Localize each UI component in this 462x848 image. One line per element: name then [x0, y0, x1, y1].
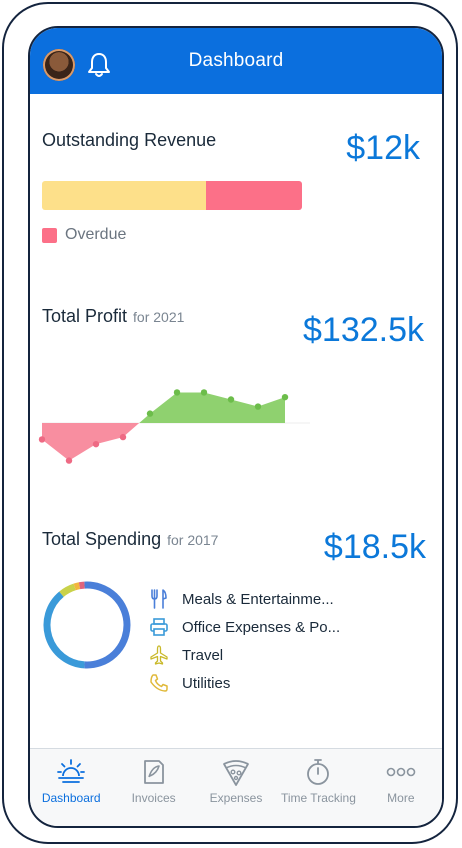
profit-data-point — [173, 389, 181, 396]
profit-data-point — [200, 389, 208, 396]
utensils-icon — [148, 588, 170, 610]
pizza-icon — [223, 760, 249, 786]
sun-icon — [57, 759, 86, 783]
overdue-legend: Overdue — [42, 226, 126, 244]
printer-icon — [148, 616, 170, 638]
tab-time-tracking-label: Time Tracking — [280, 791, 356, 805]
page-title: Dashboard — [188, 50, 284, 71]
spending-category-label: Utilities — [182, 674, 231, 692]
phone-icon — [148, 672, 170, 694]
profit-area-chart[interactable] — [30, 368, 330, 478]
profit-data-point — [119, 433, 127, 441]
donut-slice — [59, 583, 76, 597]
outstanding-revenue-title: Outstanding Revenue — [42, 130, 217, 150]
profit-data-point — [227, 396, 235, 403]
profit-data-point — [92, 440, 100, 448]
current-revenue-segment — [42, 181, 206, 210]
tab-expenses[interactable]: Expenses — [195, 749, 277, 826]
total-spending-period: for 2017 — [167, 532, 219, 548]
bottom-tab-bar: Dashboard Invoices Expenses — [30, 748, 442, 826]
donut-slice — [84, 581, 131, 669]
tab-dashboard-label: Dashboard — [41, 791, 101, 805]
donut-slice — [73, 582, 81, 591]
spending-category-travel[interactable]: Travel — [148, 641, 340, 669]
tab-more-label: More — [387, 791, 415, 805]
spending-category-label: Office Expenses & Po... — [182, 618, 341, 636]
donut-slice — [43, 591, 85, 669]
overdue-revenue-segment — [205, 181, 302, 210]
total-profit-label: Total Profit — [42, 306, 128, 326]
spending-category-meals[interactable]: Meals & Entertainme... — [148, 585, 340, 613]
avatar[interactable] — [43, 49, 75, 81]
total-profit-title: Total Profit for 2021 — [42, 306, 184, 327]
outstanding-revenue-bar[interactable] — [42, 181, 302, 210]
spending-category-label: Travel — [182, 646, 224, 664]
total-profit-amount: $132.5k — [303, 311, 424, 349]
app-screen: Dashboard Outstanding Revenue $12k Overd… — [28, 26, 444, 828]
total-profit-period: for 2021 — [133, 309, 185, 325]
spending-category-list: Meals & Entertainme... Office Expenses &… — [148, 585, 340, 697]
tab-invoices-label: Invoices — [131, 791, 176, 805]
tab-dashboard[interactable]: Dashboard — [30, 749, 112, 826]
profit-negative-area — [42, 423, 285, 461]
spending-category-office[interactable]: Office Expenses & Po... — [148, 613, 340, 641]
airplane-icon — [148, 644, 170, 666]
profit-positive-area — [42, 392, 285, 423]
total-spending-amount: $18.5k — [323, 528, 426, 566]
app-header: Dashboard — [30, 28, 442, 94]
tab-expenses-label: Expenses — [209, 791, 263, 805]
donut-slice — [78, 581, 85, 590]
tab-invoices[interactable]: Invoices — [112, 749, 194, 826]
outstanding-revenue-amount: $12k — [346, 129, 420, 167]
profit-data-point — [38, 436, 46, 443]
profit-data-point — [146, 410, 154, 417]
overdue-legend-swatch — [42, 227, 57, 243]
spending-donut-chart[interactable] — [40, 578, 134, 672]
tab-time-tracking[interactable]: Time Tracking — [277, 749, 359, 826]
profit-data-point — [65, 457, 73, 464]
spending-category-utilities[interactable]: Utilities — [148, 669, 340, 697]
profit-data-point — [281, 393, 289, 401]
spending-category-label: Meals & Entertainme... — [182, 590, 334, 608]
stopwatch-icon — [307, 759, 330, 785]
overdue-legend-label: Overdue — [65, 226, 127, 243]
bell-icon[interactable] — [86, 51, 112, 79]
tab-more[interactable]: More — [360, 749, 442, 826]
invoice-icon — [143, 760, 164, 784]
total-spending-label: Total Spending — [42, 529, 162, 549]
more-icon — [386, 767, 416, 777]
total-spending-title: Total Spending for 2017 — [42, 529, 218, 550]
profit-data-point — [254, 403, 262, 410]
